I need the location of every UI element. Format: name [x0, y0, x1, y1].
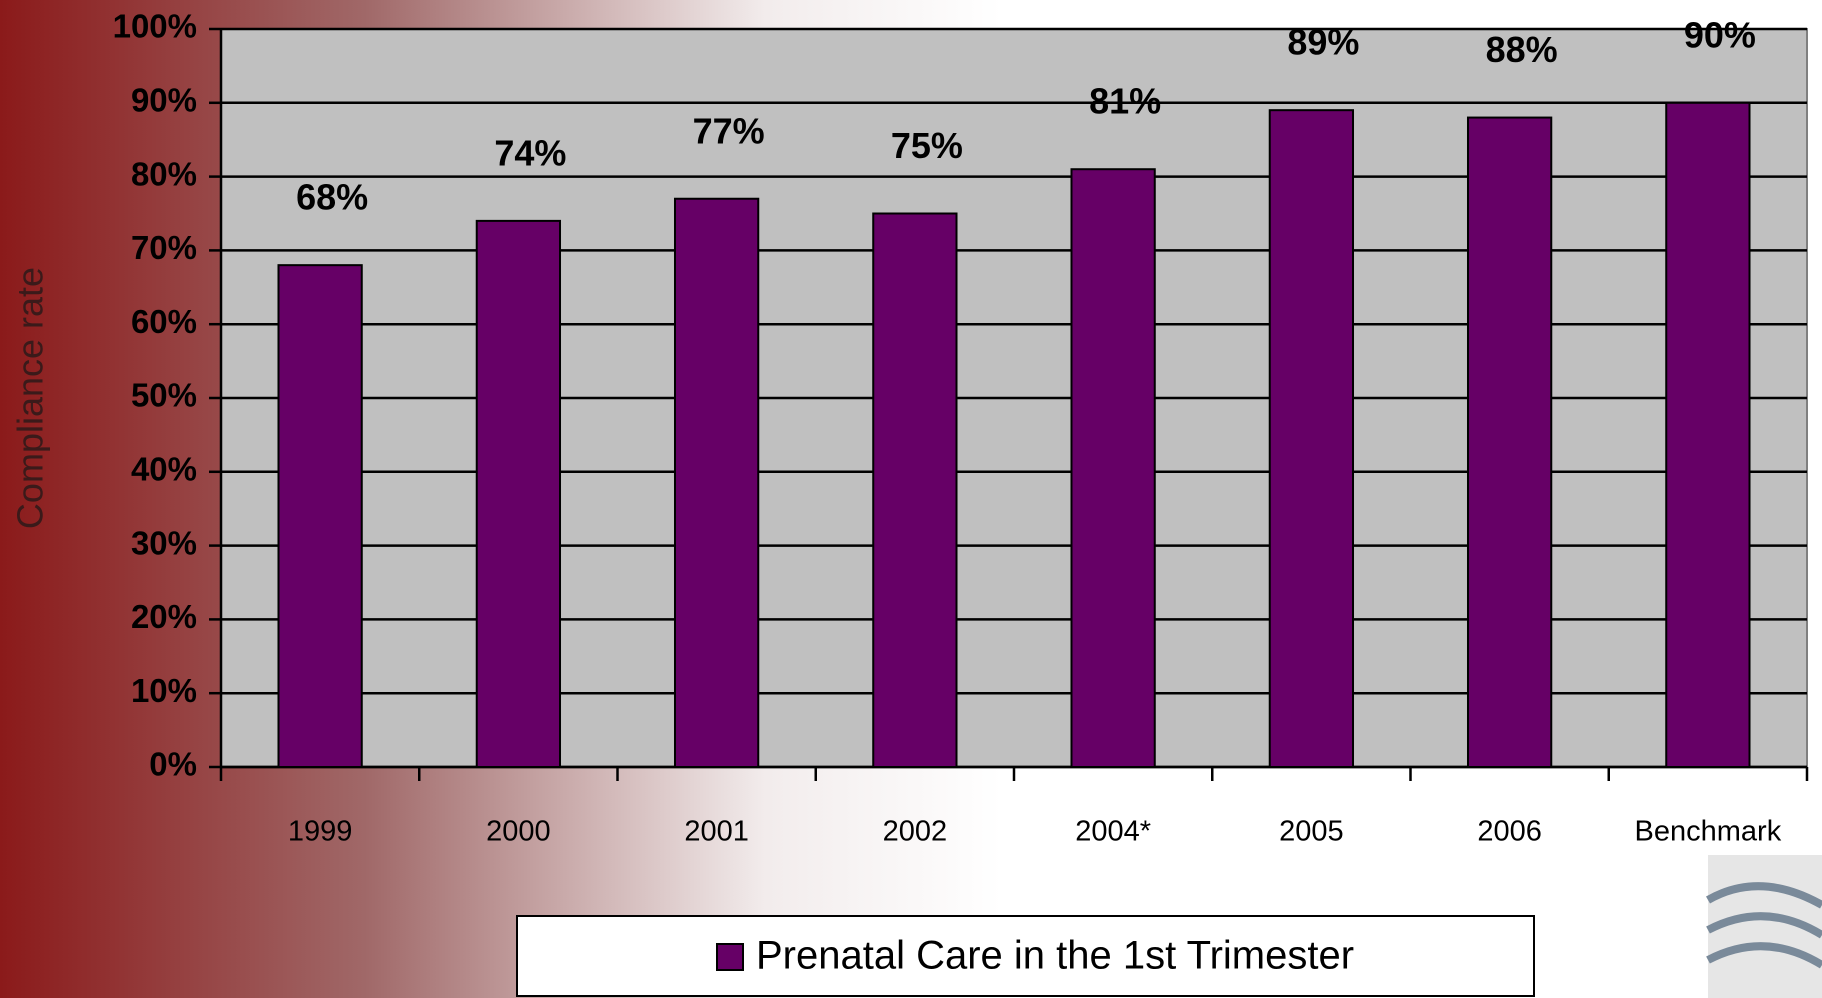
data-label: 74%	[494, 132, 566, 173]
bar	[1070, 168, 1156, 769]
x-tick-label: 2000	[486, 816, 551, 848]
y-tick-label: 30%	[131, 524, 197, 561]
legend-swatch	[716, 943, 744, 971]
data-label: 81%	[1089, 81, 1161, 122]
y-tick-label: 90%	[131, 82, 197, 119]
x-tick-label: 2001	[684, 816, 749, 848]
y-tick-label: 40%	[131, 451, 197, 488]
y-tick-label: 50%	[131, 377, 197, 414]
bar	[475, 219, 562, 768]
data-label: 90%	[1684, 14, 1756, 55]
x-tick-label: Benchmark	[1635, 816, 1782, 848]
bar	[1466, 116, 1553, 768]
y-tick-label: 10%	[131, 672, 197, 709]
data-label: 68%	[296, 177, 368, 218]
bar	[277, 264, 363, 768]
bar	[673, 197, 760, 769]
data-label: 89%	[1287, 22, 1359, 63]
bar	[1665, 101, 1751, 769]
y-axis-title: Compliance rate	[10, 267, 51, 529]
x-tick-label: 1999	[288, 816, 353, 848]
legend-label: Prenatal Care in the 1st Trimester	[756, 934, 1354, 978]
y-tick-label: 70%	[131, 229, 197, 266]
data-label: 77%	[693, 110, 765, 151]
y-tick-label: 80%	[131, 155, 197, 192]
x-tick-label: 2002	[883, 816, 948, 848]
bar	[872, 212, 958, 768]
logo	[1706, 855, 1822, 998]
data-label: 75%	[891, 125, 963, 166]
x-tick-label: 2004*	[1075, 816, 1151, 848]
legend	[516, 915, 1535, 997]
bar	[1268, 109, 1355, 769]
data-label: 88%	[1486, 29, 1558, 70]
y-tick-label: 20%	[131, 598, 197, 635]
x-tick-label: 2005	[1279, 816, 1344, 848]
y-tick-label: 0%	[149, 746, 197, 783]
y-tick-label: 100%	[113, 8, 197, 45]
y-tick-label: 60%	[131, 303, 197, 340]
x-tick-label: 2006	[1477, 816, 1542, 848]
